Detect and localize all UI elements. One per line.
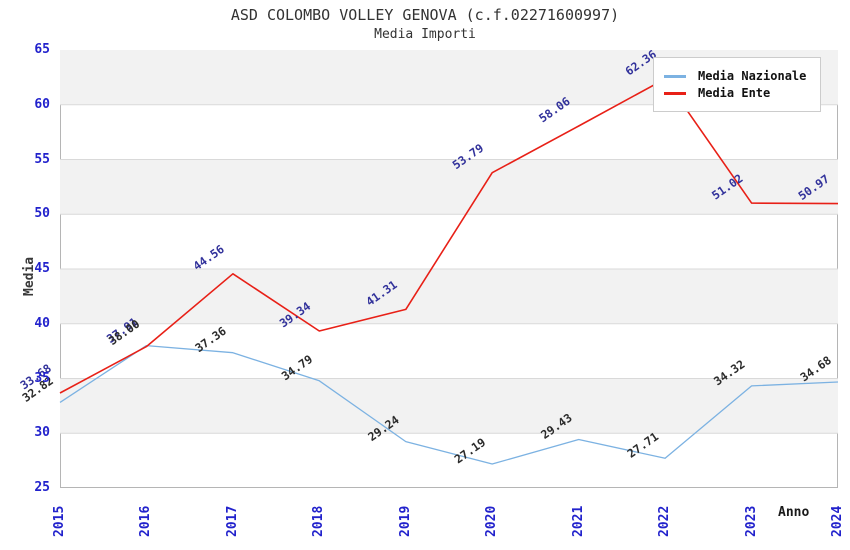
x-tick-label: 2017 — [224, 505, 240, 537]
y-tick-label: 25 — [34, 480, 50, 495]
legend-label: Media Ente — [698, 86, 771, 100]
x-tick-label: 2024 — [830, 505, 845, 537]
x-tick-label: 2018 — [311, 505, 327, 537]
y-tick-label: 60 — [34, 96, 50, 112]
legend-item-media-ente: Media Ente — [664, 86, 806, 100]
series-line-media-nazionale — [59, 344, 839, 465]
x-tick-label: 2021 — [570, 505, 586, 537]
y-tick-label: 50 — [34, 206, 50, 222]
y-tick-label: 55 — [34, 151, 50, 167]
x-tick-label: 2015 — [52, 505, 67, 537]
y-tick-label: 45 — [34, 261, 50, 276]
legend-item-media-nazionale: Media Nazionale — [664, 69, 806, 83]
y-axis-title: Media — [22, 256, 37, 296]
x-axis-title: Anno — [778, 505, 810, 520]
legend-swatch — [664, 91, 686, 95]
series-line-media-ente — [59, 78, 839, 394]
x-tick-label: 2023 — [743, 505, 759, 537]
x-tick-label: 2022 — [657, 505, 673, 537]
x-tick-label: 2020 — [484, 505, 500, 537]
legend-swatch — [664, 74, 686, 78]
grid-band — [60, 378, 838, 434]
chart-subtitle: Media Importi — [374, 27, 476, 42]
y-tick-label: 35 — [34, 370, 50, 386]
grid-band — [60, 159, 838, 215]
legend-label: Media Nazionale — [698, 69, 807, 83]
y-tick-label: 65 — [34, 42, 50, 57]
x-tick-label: 2019 — [397, 505, 413, 537]
point-label-media-ente: 44.56 — [190, 242, 226, 273]
plot-svg: 33.6837.9144.5639.3441.3153.7958.0662.36… — [18, 47, 839, 466]
x-tick-label: 2016 — [138, 505, 154, 537]
grid-band — [60, 269, 838, 324]
y-tick-label: 40 — [34, 315, 50, 331]
chart-title: ASD COLOMBO VOLLEY GENOVA (c.f.022716009… — [230, 6, 620, 24]
legend: Media Nazionale Media Ente — [653, 57, 822, 112]
y-tick-label: 30 — [34, 425, 50, 441]
